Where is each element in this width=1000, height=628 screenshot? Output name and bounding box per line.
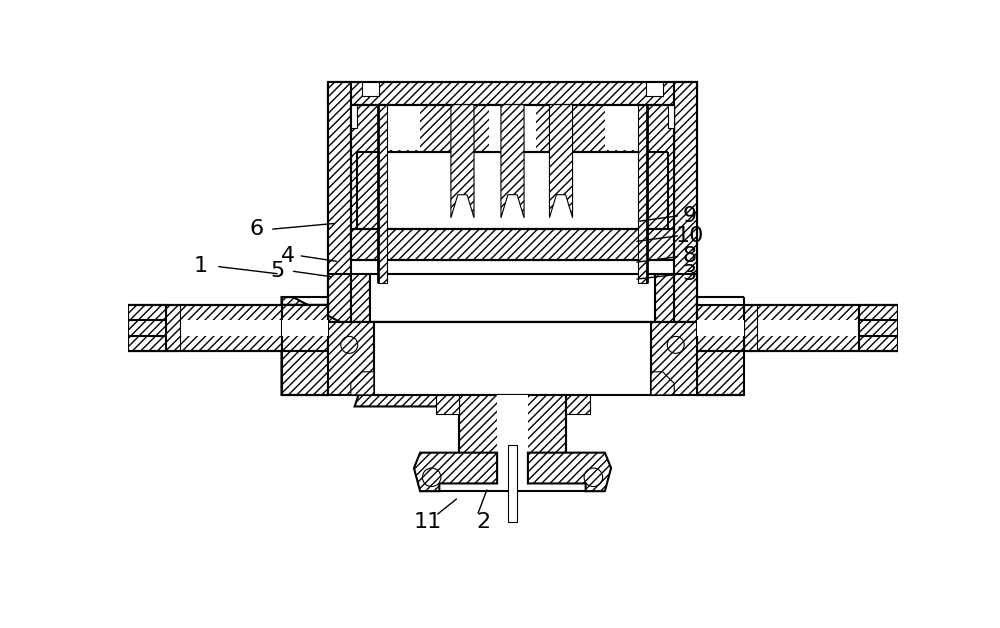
Bar	[328, 82, 697, 105]
Text: 4: 4	[281, 246, 295, 266]
Bar	[351, 105, 674, 156]
Polygon shape	[282, 297, 478, 406]
Bar	[744, 320, 859, 335]
Text: 5: 5	[271, 261, 285, 281]
Bar	[166, 305, 180, 351]
Circle shape	[422, 468, 441, 487]
Bar	[351, 105, 378, 229]
Bar	[646, 82, 663, 96]
Bar	[374, 322, 651, 395]
Text: 2: 2	[476, 512, 490, 532]
Polygon shape	[282, 305, 328, 351]
Bar	[566, 395, 590, 414]
Text: 6: 6	[250, 219, 264, 239]
Bar	[651, 322, 697, 395]
Bar	[370, 274, 655, 322]
Text: 11: 11	[414, 512, 442, 532]
Polygon shape	[128, 305, 282, 351]
Bar	[655, 274, 674, 322]
Bar	[328, 322, 374, 395]
Bar	[328, 274, 351, 322]
Bar	[744, 305, 757, 351]
Bar	[128, 305, 166, 351]
Text: 3: 3	[683, 264, 697, 284]
Polygon shape	[528, 453, 611, 491]
Bar	[859, 305, 898, 351]
Bar	[436, 395, 459, 414]
Bar	[647, 105, 674, 229]
Text: 1: 1	[194, 256, 208, 276]
Bar	[351, 274, 370, 322]
Bar	[282, 320, 328, 335]
Polygon shape	[744, 305, 898, 351]
Bar	[605, 106, 647, 150]
Polygon shape	[451, 105, 474, 218]
Bar	[166, 320, 282, 335]
Bar	[497, 395, 528, 484]
Polygon shape	[282, 351, 328, 395]
Bar	[697, 320, 744, 335]
Bar	[489, 106, 536, 154]
Bar	[668, 105, 674, 127]
Bar	[459, 395, 566, 468]
Text: 10: 10	[675, 225, 704, 246]
Bar	[674, 82, 697, 322]
Bar	[378, 105, 387, 283]
Circle shape	[584, 468, 603, 487]
Bar	[378, 106, 420, 150]
Circle shape	[341, 337, 358, 354]
Bar	[328, 82, 351, 322]
Polygon shape	[414, 453, 497, 491]
Bar	[362, 82, 379, 96]
Bar	[351, 229, 674, 260]
Bar	[674, 274, 697, 322]
Bar	[508, 445, 517, 522]
Polygon shape	[651, 372, 674, 395]
Text: 9: 9	[683, 205, 697, 225]
Polygon shape	[351, 372, 374, 395]
Bar	[638, 105, 647, 283]
Text: 8: 8	[683, 246, 697, 266]
Polygon shape	[549, 105, 573, 218]
Circle shape	[667, 337, 684, 354]
Bar	[351, 105, 357, 127]
Polygon shape	[697, 351, 744, 395]
Polygon shape	[697, 305, 744, 351]
Polygon shape	[501, 105, 524, 218]
Bar	[357, 153, 668, 229]
